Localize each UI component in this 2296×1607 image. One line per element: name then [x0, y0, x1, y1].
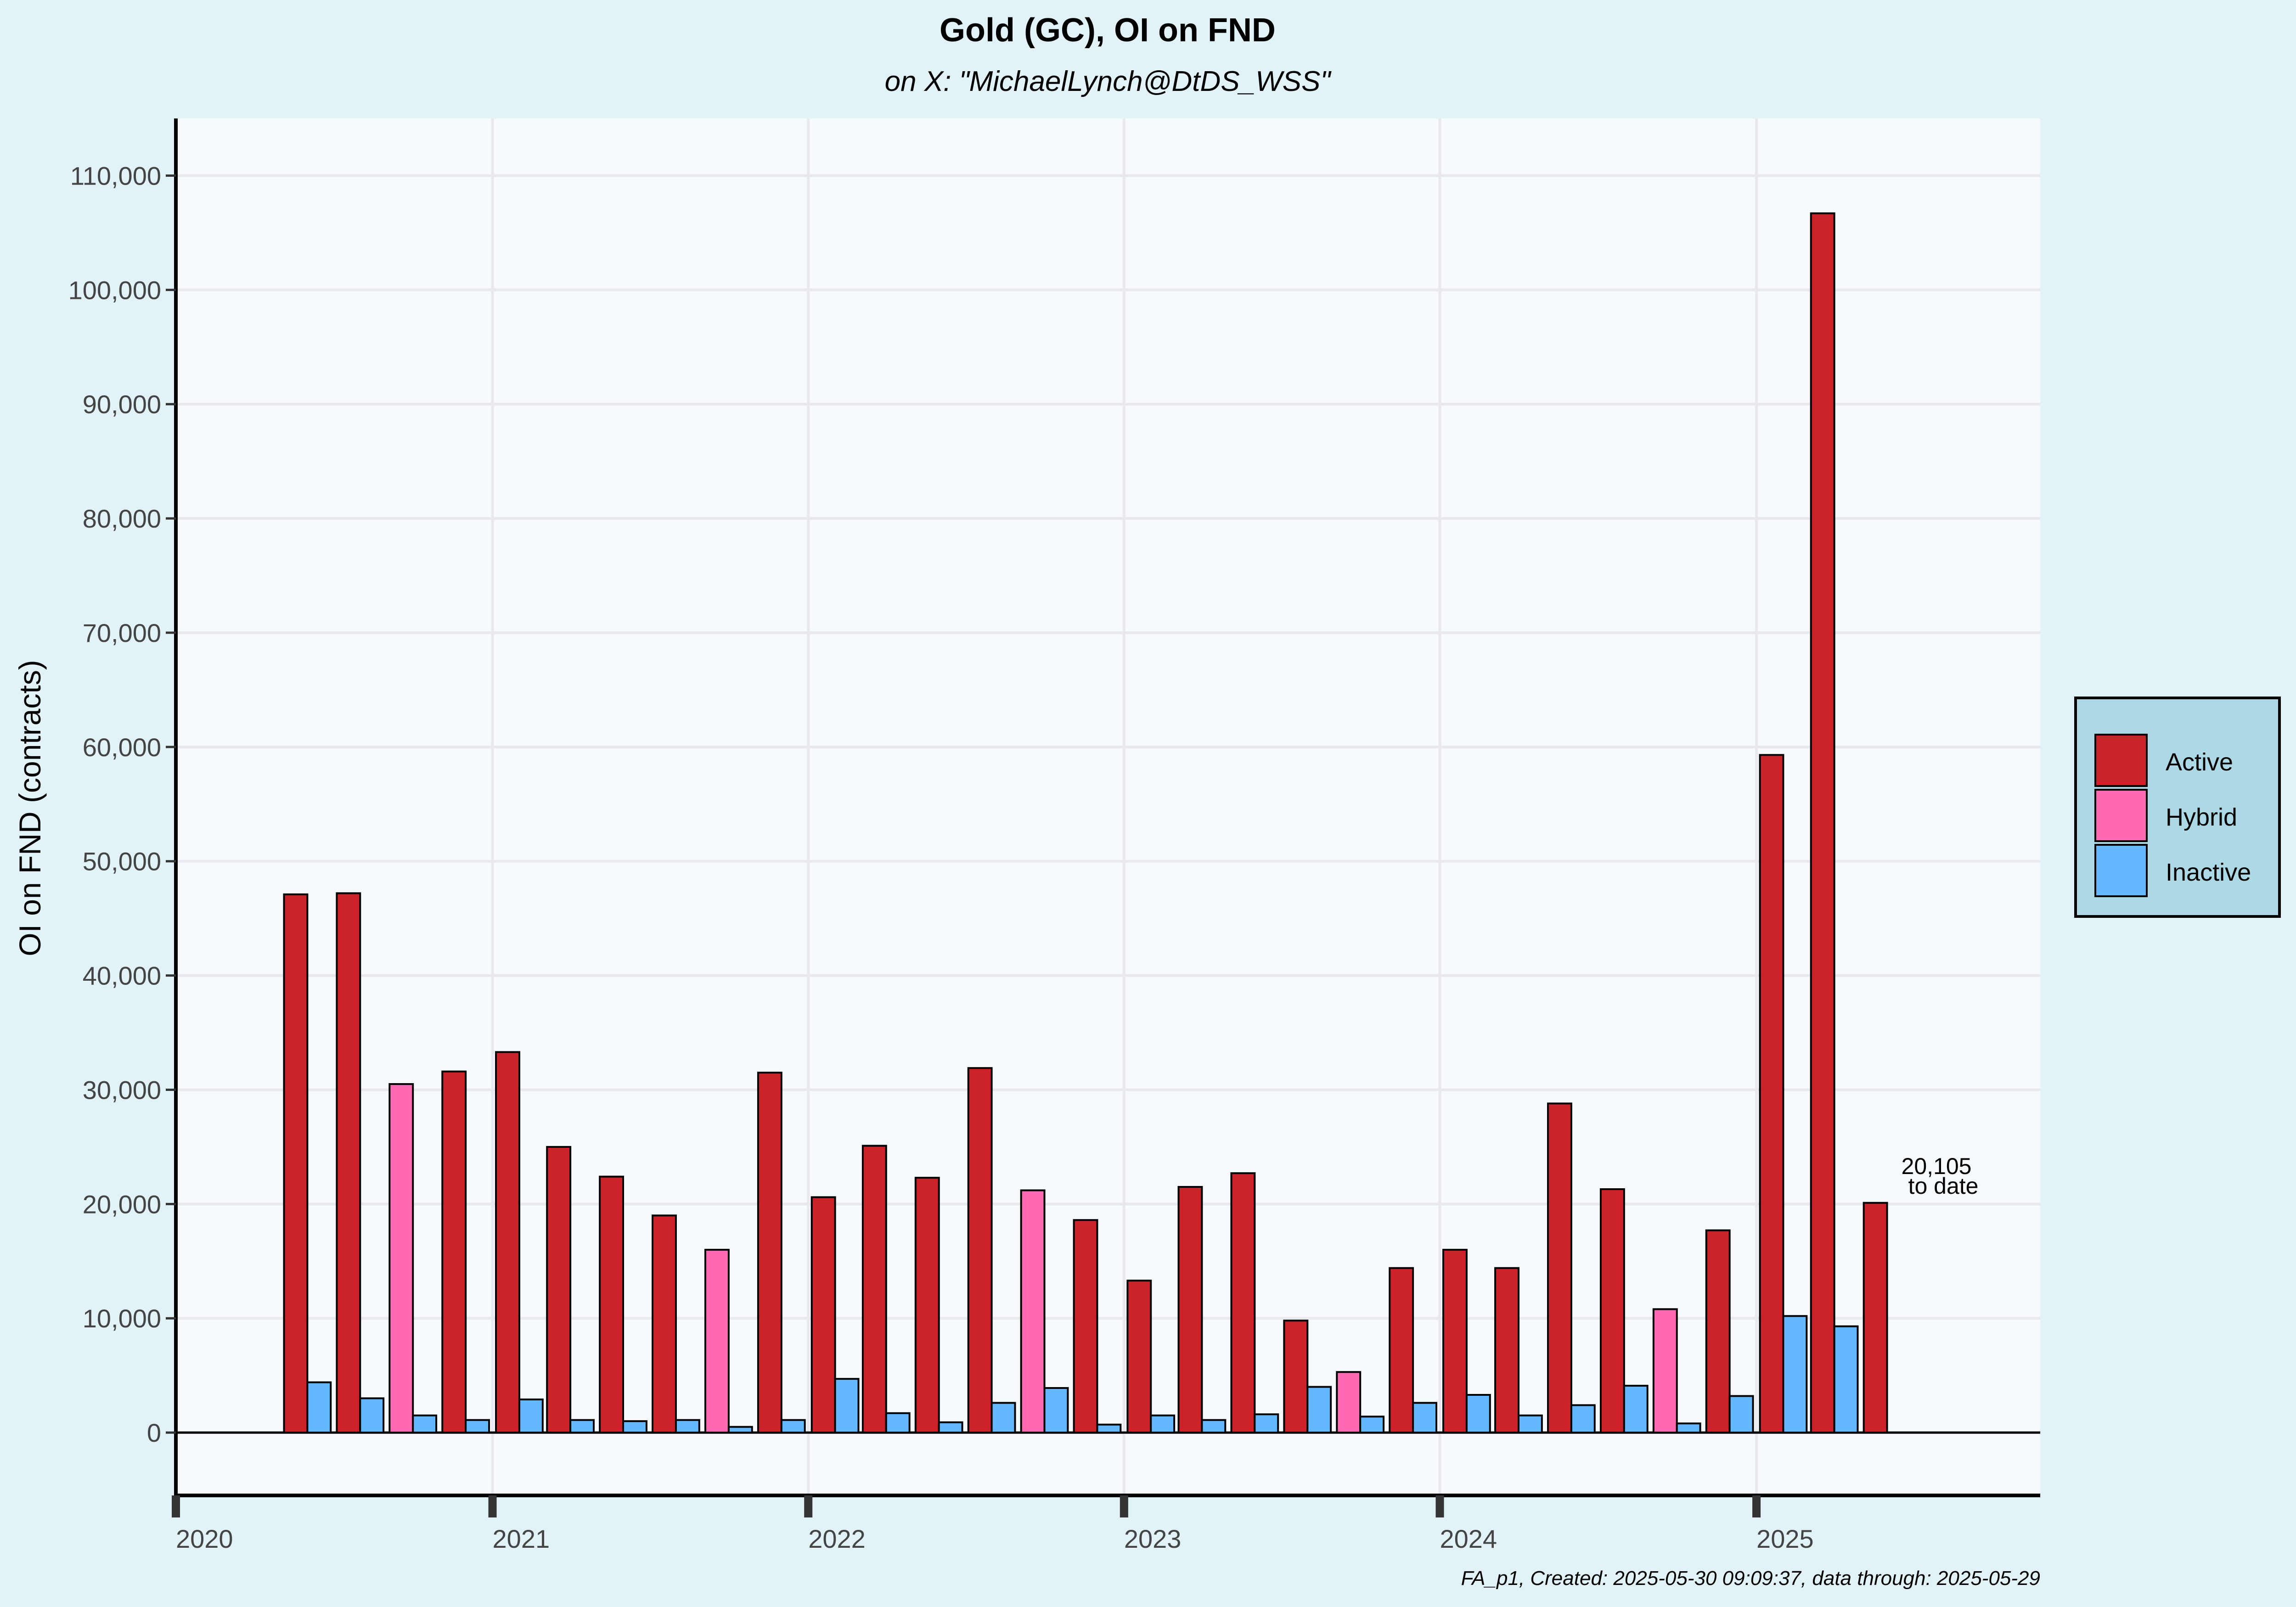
bar-active-9: [757, 1072, 782, 1434]
bar-inactive-29: [1833, 1325, 1859, 1434]
bar-inactive-11: [885, 1412, 911, 1434]
chart-title: Gold (GC), OI on FND: [940, 12, 1276, 49]
bar-inactive-9: [780, 1419, 806, 1434]
y-tick-label-2: 20,000: [83, 1190, 161, 1219]
bar-inactive-25: [1623, 1385, 1649, 1434]
bar-active-15: [1073, 1219, 1098, 1434]
bar-active-28: [1759, 754, 1784, 1434]
annotation-label: to date: [1908, 1173, 1979, 1199]
y-axis-label: OI on FND (contracts): [13, 660, 47, 956]
x-axis-ticks: 2020 2021 2022 2023 2024 2025: [172, 1495, 1814, 1553]
bar-active-3: [441, 1070, 467, 1434]
x-tick-label-2: 2022: [808, 1524, 866, 1553]
bar-active-24: [1547, 1102, 1572, 1434]
legend-swatch-active: [2094, 734, 2148, 787]
y-tick-label-4: 40,000: [83, 961, 161, 990]
bar-hybrid-2: [388, 1083, 414, 1434]
y-tick-label-9: 90,000: [83, 390, 161, 419]
bar-active-1: [336, 892, 361, 1434]
bar-inactive-28: [1782, 1315, 1808, 1434]
annotation-value: 20,105: [1902, 1153, 1972, 1179]
bar-inactive-2: [412, 1414, 438, 1434]
bar-active-17: [1177, 1186, 1203, 1434]
chart-caption: FA_p1, Created: 2025-05-30 09:09:37, dat…: [1461, 1567, 2040, 1590]
x-tick-label-0: 2020: [176, 1524, 233, 1553]
bar-inactive-24: [1570, 1404, 1596, 1434]
y-axis-ticks: 0 10,000 20,000 30,000 40,000 50,000 60,000 70,…: [68, 161, 176, 1447]
x-tick-label-3: 2023: [1124, 1524, 1182, 1553]
x-tick-label-1: 2021: [493, 1524, 550, 1553]
bar-hybrid-8: [704, 1248, 730, 1434]
bar-inactive-15: [1096, 1423, 1122, 1434]
bar-inactive-8: [727, 1426, 753, 1434]
bar-active-19: [1283, 1320, 1309, 1434]
y-tick-label-11: 110,000: [70, 161, 161, 190]
bar-hybrid-14: [1020, 1189, 1046, 1434]
bar-inactive-0: [306, 1381, 332, 1434]
bar-hybrid-20: [1336, 1371, 1362, 1434]
x-tick-label-5: 2025: [1756, 1524, 1814, 1553]
bar-active-11: [861, 1145, 887, 1434]
bar-inactive-16: [1150, 1414, 1176, 1434]
bar-inactive-4: [518, 1398, 544, 1434]
bar-active-25: [1599, 1188, 1625, 1434]
bar-inactive-22: [1465, 1393, 1491, 1434]
bar-active-10: [810, 1196, 836, 1434]
bar-inactive-21: [1412, 1402, 1437, 1434]
x-tick-label-4: 2024: [1440, 1524, 1497, 1553]
bar-active-30: [1863, 1202, 1888, 1434]
legend: Active Hybrid Inactive: [2074, 697, 2281, 918]
bar-active-13: [967, 1067, 993, 1434]
bar-active-12: [914, 1177, 940, 1434]
legend-swatch-hybrid: [2094, 789, 2148, 842]
y-tick-label-5: 50,000: [83, 847, 161, 876]
bar-inactive-26: [1676, 1422, 1701, 1434]
legend-swatch-inactive: [2094, 844, 2148, 897]
bar-active-18: [1230, 1172, 1256, 1434]
bar-active-29: [1810, 212, 1835, 1434]
bar-active-0: [283, 893, 309, 1434]
bar-inactive-7: [675, 1419, 700, 1434]
bar-inactive-27: [1728, 1395, 1754, 1434]
grid-lines: [174, 118, 2040, 1495]
chart-subtitle: on X: "MichaelLynch@DtDS_WSS": [885, 66, 1332, 97]
bar-active-27: [1705, 1229, 1731, 1434]
bar-inactive-18: [1254, 1413, 1279, 1434]
bar-inactive-23: [1517, 1414, 1543, 1434]
y-tick-label-6: 60,000: [83, 733, 161, 762]
last-bar-annotation: 20,105 to date: [1902, 1153, 1979, 1199]
bar-inactive-17: [1201, 1419, 1227, 1434]
y-tick-label-7: 70,000: [83, 618, 161, 647]
bars: [283, 212, 1888, 1434]
bar-inactive-1: [359, 1397, 385, 1434]
bar-active-5: [546, 1146, 572, 1434]
legend-label-inactive: Inactive: [2166, 859, 2251, 886]
bar-inactive-13: [990, 1402, 1016, 1434]
bar-inactive-20: [1359, 1416, 1385, 1434]
bar-active-23: [1494, 1267, 1519, 1434]
y-tick-label-3: 30,000: [83, 1075, 161, 1104]
bar-inactive-19: [1306, 1386, 1332, 1434]
bar-active-22: [1442, 1248, 1468, 1434]
legend-label-active: Active: [2166, 748, 2233, 776]
bar-inactive-6: [622, 1420, 647, 1434]
bar-active-7: [652, 1214, 677, 1434]
y-tick-label-10: 100,000: [68, 275, 161, 304]
bar-inactive-10: [834, 1378, 860, 1434]
bar-inactive-12: [938, 1421, 963, 1434]
bar-active-4: [495, 1051, 520, 1434]
bar-active-16: [1126, 1280, 1152, 1434]
bar-inactive-3: [465, 1419, 490, 1434]
y-tick-label-0: 0: [147, 1418, 161, 1447]
bar-inactive-14: [1043, 1387, 1069, 1434]
y-tick-label-1: 10,000: [83, 1304, 161, 1333]
legend-label-hybrid: Hybrid: [2166, 804, 2237, 831]
bar-hybrid-26: [1652, 1308, 1678, 1434]
bar-active-6: [599, 1175, 625, 1434]
bar-inactive-5: [569, 1419, 595, 1434]
bar-active-21: [1389, 1267, 1414, 1434]
y-tick-label-8: 80,000: [83, 504, 161, 533]
